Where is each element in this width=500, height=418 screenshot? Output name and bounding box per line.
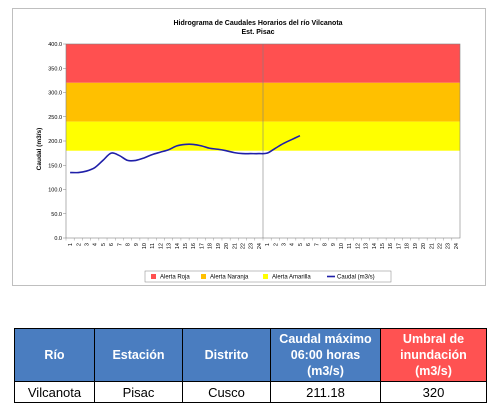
x-tick-label: 11 [150,243,156,249]
x-tick-label: 21 [429,243,435,249]
y-tick-label: 0.0 [54,236,62,242]
y-tick-label: 300.0 [48,91,62,97]
x-tick-label: 18 [405,243,411,249]
x-tick-label: 3 [85,243,91,246]
x-tick-label: 14 [175,243,181,249]
chart-title: Hidrograma de Caudales Horarios del río … [173,20,342,27]
x-tick-label: 5 [101,243,107,246]
x-tick-label: 12 [355,243,361,249]
x-tick-label: 16 [191,243,197,249]
x-tick-label: 23 [446,243,452,249]
x-tick-label: 11 [347,243,353,249]
x-tick-label: 2 [76,243,82,246]
hydrograph-chart: Hidrograma de Caudales Horarios del río … [36,20,461,283]
x-tick-label: 7 [117,243,123,246]
x-tick-label: 7 [314,243,320,246]
x-tick-label: 13 [364,243,370,249]
legend-swatch [151,274,156,279]
x-tick-label: 24 [257,243,263,249]
y-tick-label: 400.0 [48,42,62,48]
x-tick-label: 1 [68,243,74,246]
x-tick-label: 13 [167,243,173,249]
x-tick-label: 9 [134,243,140,246]
x-tick-label: 18 [208,243,214,249]
y-tick-label: 50.0 [51,212,62,218]
x-tick-label: 2 [273,243,279,246]
legend-swatch [263,274,268,279]
cell-estacion: Pisac [94,381,183,403]
header-umbral-inundacion: Umbral de inundación (m3/s) [380,328,487,382]
header-caudal-maximo: Caudal máximo 06:00 horas (m3/s) [270,328,381,382]
flood-info-table: Río Estación Distrito Caudal máximo 06:0… [14,328,487,403]
x-tick-label: 8 [323,243,329,246]
x-tick-label: 23 [249,243,255,249]
table-row: Vilcanota Pisac Cusco 211.18 320 [14,381,487,403]
legend-swatch [201,274,206,279]
y-tick-label: 250.0 [48,115,62,121]
y-tick-label: 100.0 [48,188,62,194]
y-tick-label: 350.0 [48,66,62,72]
x-tick-label: 20 [421,243,427,249]
x-tick-label: 17 [199,243,205,249]
header-estacion: Estación [94,328,183,382]
x-tick-label: 6 [306,243,312,246]
x-tick-label: 22 [240,243,246,249]
x-tick-label: 21 [232,243,238,249]
header-distrito: Distrito [182,328,271,382]
x-tick-label: 6 [109,243,115,246]
x-tick-label: 1 [265,243,271,246]
x-tick-label: 8 [126,243,132,246]
table-header-row: Río Estación Distrito Caudal máximo 06:0… [14,328,487,382]
x-tick-label: 15 [380,243,386,249]
x-tick-label: 16 [388,243,394,249]
x-tick-label: 4 [93,243,99,246]
cell-distrito: Cusco [182,381,271,403]
header-rio: Río [14,328,95,382]
y-tick-label: 200.0 [48,139,62,145]
x-tick-label: 3 [282,243,288,246]
x-tick-label: 22 [437,243,443,249]
x-tick-label: 9 [331,243,337,246]
caudal-series-line [70,134,301,174]
legend-label: Caudal (m3/s) [337,275,375,281]
x-tick-label: 20 [224,243,230,249]
x-tick-label: 5 [298,243,304,246]
cell-umbral: 320 [380,381,487,403]
x-tick-label: 24 [454,243,460,249]
x-tick-label: 15 [183,243,189,249]
x-tick-label: 10 [339,243,345,249]
x-tick-label: 14 [372,243,378,249]
x-tick-label: 17 [396,243,402,249]
chart-area: Hidrograma de Caudales Horarios del río … [12,8,486,286]
legend-label: Alerta Amarilla [272,275,311,281]
cell-rio: Vilcanota [14,381,95,403]
legend-label: Alerta Naranja [210,275,249,281]
y-axis-label: Caudal (m3/s) [36,128,43,171]
cell-caudal-maximo: 211.18 [270,381,381,403]
x-tick-label: 10 [142,243,148,249]
x-tick-label: 4 [290,243,296,246]
y-tick-label: 150.0 [48,163,62,169]
x-tick-label: 12 [158,243,164,249]
x-tick-label: 19 [216,243,222,249]
legend-label: Alerta Roja [160,275,190,281]
chart-subtitle: Est. Pisac [241,29,274,36]
x-tick-label: 19 [413,243,419,249]
